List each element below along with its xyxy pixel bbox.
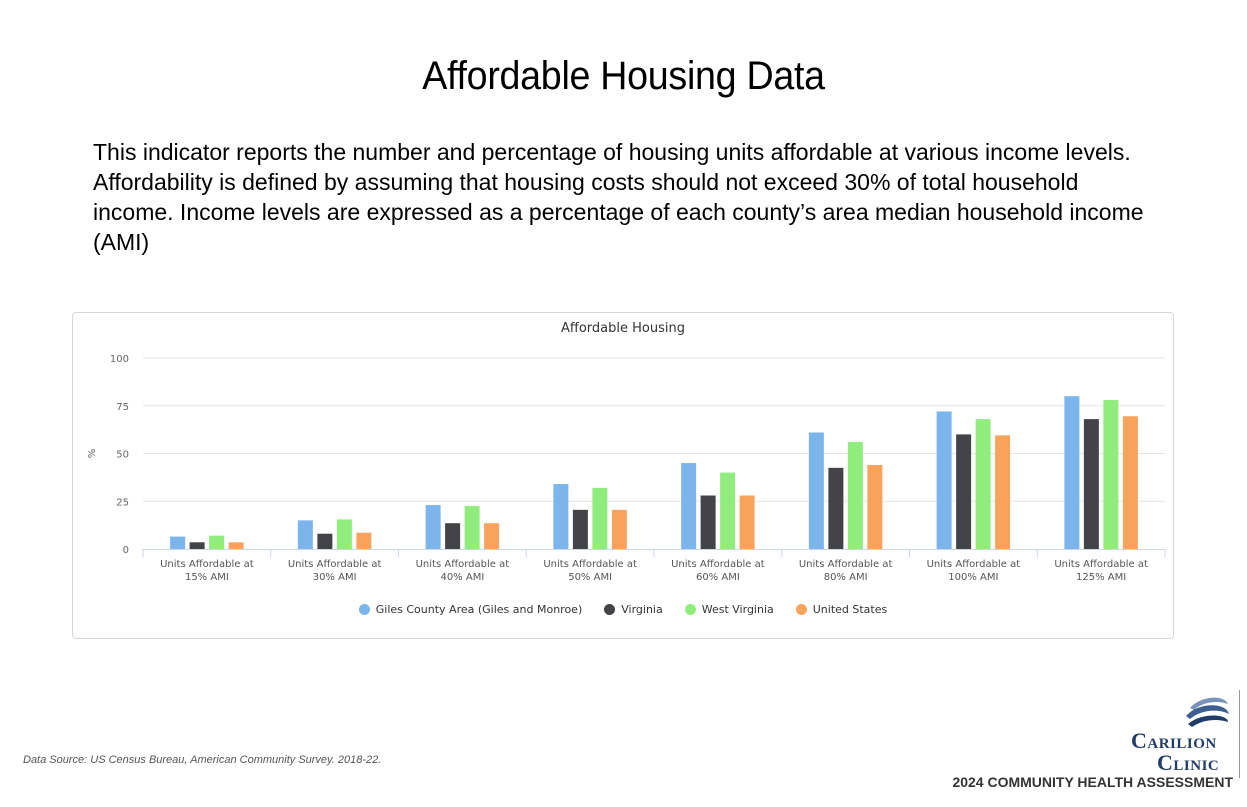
x-tick-label: Units Affordable at xyxy=(927,559,1021,570)
brand-name-line2: Clinic xyxy=(1157,750,1220,775)
bar xyxy=(170,536,186,549)
y-tick-label: 25 xyxy=(116,497,129,508)
x-tick-label: Units Affordable at xyxy=(1054,559,1148,570)
bar xyxy=(356,532,372,549)
y-tick-label: 0 xyxy=(123,545,129,556)
bar xyxy=(445,523,461,549)
x-tick-label: Units Affordable at xyxy=(799,559,893,570)
bar xyxy=(189,542,205,549)
legend-marker-icon xyxy=(358,604,370,615)
footer-title: 2024 COMMUNITY HEALTH ASSESSMENT xyxy=(952,774,1233,790)
brand-name-line1: Carilion xyxy=(1131,728,1217,753)
x-tick-label: 15% AMI xyxy=(185,572,229,583)
legend-item[interactable]: United States xyxy=(795,603,888,616)
bar xyxy=(847,442,863,549)
bar xyxy=(956,434,972,549)
bar xyxy=(611,509,627,549)
y-tick-label: 100 xyxy=(110,354,129,365)
bar xyxy=(464,506,480,549)
bar xyxy=(297,520,313,549)
x-tick-label: 40% AMI xyxy=(440,572,484,583)
x-tick-label: Units Affordable at xyxy=(671,559,765,570)
bar xyxy=(828,467,844,549)
y-axis-label: % xyxy=(87,449,98,459)
bar xyxy=(1122,416,1138,549)
intro-paragraph: This indicator reports the number and pe… xyxy=(93,139,1144,255)
bar xyxy=(1064,396,1080,549)
legend-label: Virginia xyxy=(621,603,663,616)
legend-item[interactable]: Giles County Area (Giles and Monroe) xyxy=(358,603,583,616)
chart-title: Affordable Housing xyxy=(561,321,685,336)
bar xyxy=(317,533,333,549)
bar xyxy=(995,435,1011,549)
bar xyxy=(1103,400,1119,549)
bar xyxy=(553,484,569,549)
bar xyxy=(936,411,952,549)
legend-label: Giles County Area (Giles and Monroe) xyxy=(375,603,583,616)
x-tick-label: Units Affordable at xyxy=(160,559,254,570)
x-tick-label: Units Affordable at xyxy=(416,559,510,570)
x-tick-label: 80% AMI xyxy=(824,572,868,583)
legend-item[interactable]: West Virginia xyxy=(684,603,774,616)
bar xyxy=(867,464,883,549)
data-source-note: Data Source: US Census Bureau, American … xyxy=(23,754,382,766)
legend-marker-icon xyxy=(604,604,616,615)
chart-card: Affordable Housing 0 25 50 75 100% Units Affor… xyxy=(72,312,1174,639)
bar xyxy=(700,495,716,549)
bar xyxy=(572,509,588,549)
bar xyxy=(808,432,824,549)
bar xyxy=(484,523,500,549)
brand-divider xyxy=(1239,690,1240,778)
x-tick-label: 30% AMI xyxy=(313,572,357,583)
bar xyxy=(209,535,225,549)
x-tick-label: 125% AMI xyxy=(1076,572,1126,583)
x-tick-label: Units Affordable at xyxy=(543,559,637,570)
bar xyxy=(681,463,697,549)
legend-label: United States xyxy=(812,603,888,616)
bar xyxy=(1083,419,1099,549)
x-tick-label: 50% AMI xyxy=(568,572,612,583)
bar xyxy=(336,519,352,549)
legend-item[interactable]: Virginia xyxy=(604,603,663,616)
carilion-logo-icon xyxy=(1186,697,1229,727)
affordable-housing-chart: Affordable Housing 0 25 50 75 100% Units Affor… xyxy=(87,321,1166,583)
x-tick-label: 100% AMI xyxy=(948,572,998,583)
y-tick-label: 50 xyxy=(116,450,129,461)
bar xyxy=(228,542,244,549)
x-tick-label: 60% AMI xyxy=(696,572,740,583)
chart-legend: Giles County Area (Giles and Monroe) Virg… xyxy=(73,603,1173,616)
bar xyxy=(592,487,608,549)
bar xyxy=(739,495,755,549)
y-tick-label: 75 xyxy=(116,402,129,413)
bar xyxy=(975,419,991,549)
bar xyxy=(425,505,441,549)
legend-marker-icon xyxy=(795,604,807,615)
x-tick-label: Units Affordable at xyxy=(288,559,382,570)
slide-title: Affordable Housing Data xyxy=(422,54,825,98)
bar xyxy=(720,472,736,549)
legend-marker-icon xyxy=(684,604,696,615)
legend-label: West Virginia xyxy=(701,603,774,616)
